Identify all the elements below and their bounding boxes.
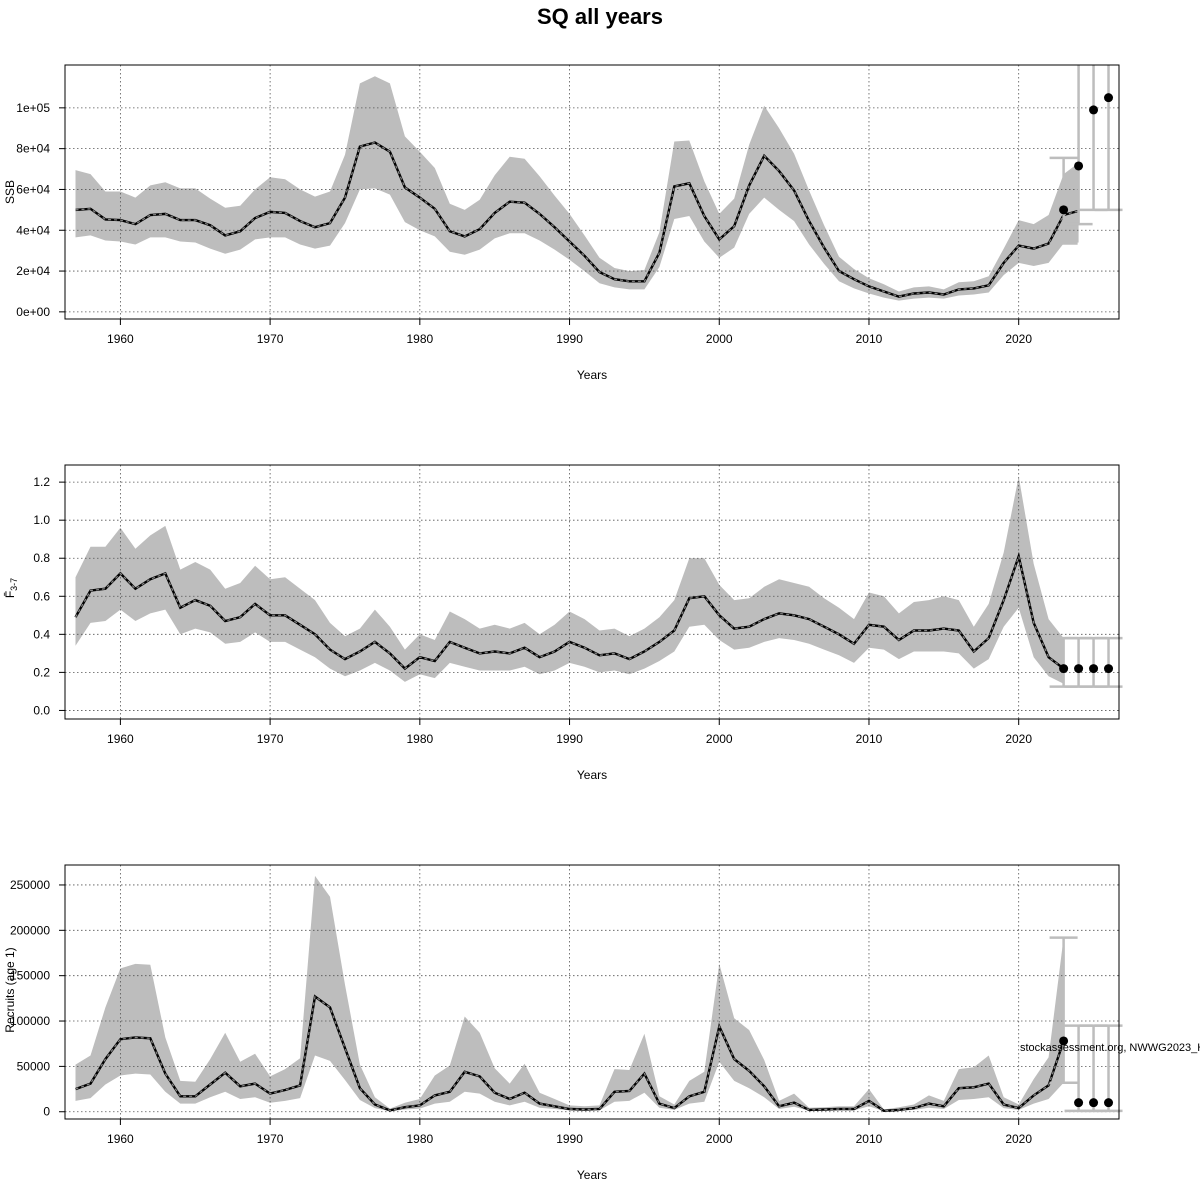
x-tick-label-1960: 1960	[107, 332, 134, 346]
fbar-forecast-point-2023	[1059, 664, 1069, 674]
ssb-confidence-band	[75, 76, 1079, 301]
ssb-forecast-point-2024	[1074, 161, 1084, 171]
ssb-forecast-point-2023	[1059, 205, 1069, 215]
x-tick-label-2010: 2010	[856, 732, 883, 746]
x-tick-label-2000: 2000	[706, 732, 733, 746]
x-tick-label-2000: 2000	[706, 1132, 733, 1146]
fbar-x-axis-label: Years	[577, 768, 607, 782]
y-tick-label-2: 4e+04	[16, 223, 50, 237]
fbar-forecast-point-2026	[1104, 664, 1114, 674]
y-tick-label-0: 0	[43, 1105, 50, 1119]
recruits-confidence-band	[75, 875, 1064, 1112]
recruits-forecast-point-2025	[1089, 1098, 1099, 1108]
y-tick-label-1: 50000	[17, 1059, 51, 1073]
chart-title: SQ all years	[537, 4, 663, 29]
fbar-plot-frame	[64, 464, 1120, 720]
fbar-y-axis-label-main: F̄	[3, 591, 17, 598]
recruits-forecast-point-2023	[1059, 1036, 1069, 1046]
fbar-y-axis-label-sub: 3-7	[9, 578, 19, 591]
recruits-x-axis-label: Years	[577, 1168, 607, 1182]
y-tick-label-6: 1.2	[33, 475, 50, 489]
x-tick-label-2000: 2000	[706, 332, 733, 346]
x-tick-label-1990: 1990	[556, 732, 583, 746]
y-tick-label-3: 6e+04	[16, 182, 50, 196]
y-tick-label-0: 0e+00	[16, 305, 50, 319]
ssb-y-axis-label: SSB	[3, 180, 17, 204]
ssb-panel: 1960 1970 1980 1990 2000 2010 2020 0e+00 2e+04 4e…	[3, 64, 1123, 382]
y-tick-label-4: 8e+04	[16, 142, 50, 156]
y-tick-label-2: 100000	[10, 1014, 50, 1028]
recruits-plot-frame	[64, 864, 1120, 1120]
x-tick-label-2020: 2020	[1005, 732, 1032, 746]
x-tick-label-1980: 1980	[406, 1132, 433, 1146]
fbar-forecast-point-2025	[1089, 664, 1099, 674]
y-tick-label-5: 250000	[10, 878, 50, 892]
y-tick-label-1: 2e+04	[16, 264, 50, 278]
x-tick-label-2010: 2010	[856, 332, 883, 346]
y-tick-label-3: 150000	[10, 969, 50, 983]
fbar-forecast-point-2024	[1074, 664, 1084, 674]
x-tick-label-1970: 1970	[257, 1132, 284, 1146]
fbar-confidence-band	[75, 476, 1064, 684]
recruits-y-axis-label: Recruits (age 1)	[3, 947, 17, 1032]
x-tick-label-2020: 2020	[1005, 1132, 1032, 1146]
y-tick-label-0: 0.0	[33, 703, 50, 717]
recruits-forecast-point-2026	[1104, 1098, 1114, 1108]
y-tick-label-5: 1e+05	[16, 101, 50, 115]
y-tick-label-3: 0.6	[33, 589, 50, 603]
y-tick-label-4: 0.8	[33, 551, 50, 565]
x-tick-label-1980: 1980	[406, 732, 433, 746]
x-tick-label-1980: 1980	[406, 332, 433, 346]
y-tick-label-4: 200000	[10, 923, 50, 937]
x-tick-label-1970: 1970	[257, 732, 284, 746]
x-tick-label-2010: 2010	[856, 1132, 883, 1146]
recruits-forecast-point-2024	[1074, 1098, 1084, 1108]
watermark-text: stockassessment.org, NWWG2023_HA	[1020, 1042, 1200, 1054]
ssb-forecast-point-2026	[1104, 93, 1114, 103]
y-tick-label-5: 1.0	[33, 513, 50, 527]
x-tick-label-1990: 1990	[556, 332, 583, 346]
fbar-y-axis-label: F̄3-7	[3, 578, 19, 598]
recruits-estimate-line-dashes	[75, 995, 1065, 1112]
recruits-panel: 1960 1970 1980 1990 2000 2010 2020 0 50000 100000…	[3, 864, 1123, 1182]
fbar-estimate-line-dashes	[74, 554, 1064, 670]
y-tick-label-2: 0.4	[33, 627, 50, 641]
x-tick-label-2020: 2020	[1005, 332, 1032, 346]
fbar-panel: 1960 1970 1980 1990 2000 2010 2020 0.0 0.2 0.4 0.6…	[3, 464, 1123, 782]
ssb-estimate-line-dashes	[75, 141, 1079, 298]
ssb-x-axis-label: Years	[577, 368, 607, 382]
ssb-forecast-point-2025	[1089, 105, 1099, 115]
x-tick-label-1960: 1960	[107, 1132, 134, 1146]
x-tick-label-1990: 1990	[556, 1132, 583, 1146]
ssb-plot-frame	[64, 64, 1120, 320]
x-tick-label-1960: 1960	[107, 732, 134, 746]
x-tick-label-1970: 1970	[257, 332, 284, 346]
y-tick-label-1: 0.2	[33, 665, 50, 679]
